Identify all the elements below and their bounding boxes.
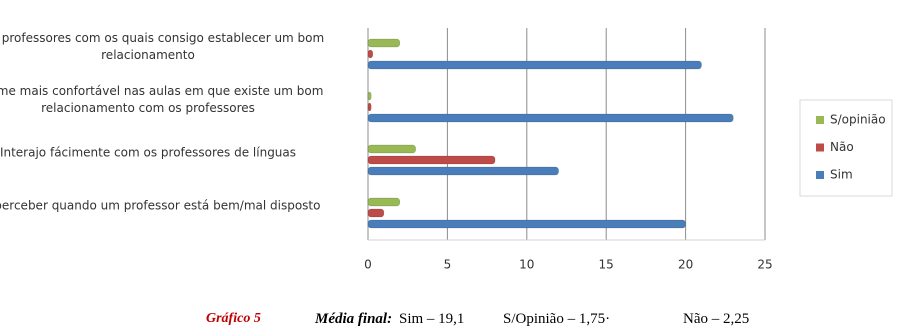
caption-item: Sim – 19,1 — [399, 311, 465, 327]
bar — [367, 60, 702, 70]
bar — [367, 49, 374, 59]
bar — [367, 219, 686, 229]
y-tick-label: nto-me mais confortável nas aulas em que… — [0, 83, 324, 115]
bar — [367, 144, 416, 154]
legend-box — [799, 99, 893, 197]
legend-swatch — [816, 143, 824, 152]
x-tick-label: 15 — [599, 258, 614, 272]
x-tick-label: 5 — [444, 258, 452, 272]
bar — [367, 113, 734, 123]
caption-item: Não – 2,25 — [683, 311, 750, 327]
bar — [367, 102, 372, 112]
x-tick-label: 25 — [757, 258, 772, 272]
bar — [367, 155, 496, 165]
legend-swatch — [816, 171, 824, 179]
x-tick-label: 10 — [519, 258, 534, 272]
bar — [367, 197, 401, 207]
x-tick-label: 0 — [364, 258, 372, 272]
legend-label: Não — [830, 140, 854, 154]
caption-label: Gráfico 5 — [206, 311, 261, 326]
y-tick-label: o de professores com os quais consigo es… — [0, 30, 325, 62]
caption-title: Média final: — [315, 311, 393, 327]
y-tick-label: go perceber quando um professor está bem… — [0, 198, 321, 212]
bar — [367, 208, 385, 218]
bar — [367, 166, 559, 176]
y-tick-label: Interajo fácimente com os professores de… — [0, 145, 297, 159]
caption-item: S/Opinião – 1,75· — [503, 311, 611, 327]
bar — [367, 91, 372, 101]
legend-label: S/opinião — [830, 113, 886, 127]
x-tick-label: 20 — [678, 258, 693, 272]
bar — [367, 38, 401, 48]
legend-label: Sim — [830, 168, 853, 182]
legend-swatch — [816, 116, 824, 124]
